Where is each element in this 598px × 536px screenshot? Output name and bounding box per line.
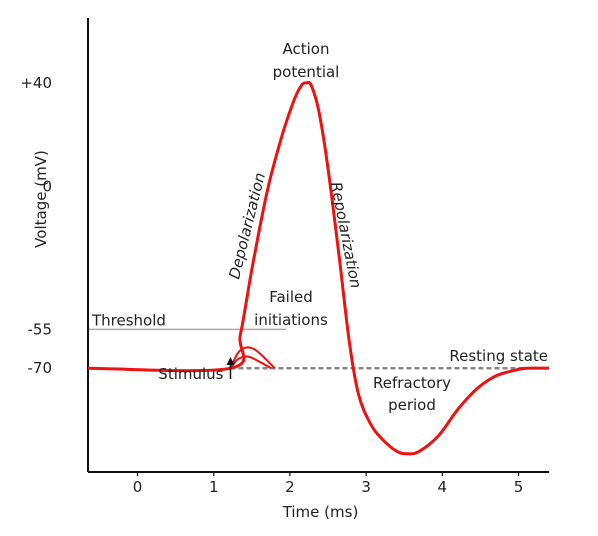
threshold-label: Threshold (91, 311, 166, 329)
y-tick-label: -55 (28, 320, 53, 338)
x-tick-label: 2 (285, 478, 295, 496)
x-axis-title: Time (ms) (282, 503, 359, 521)
x-tick-label: 0 (133, 478, 143, 496)
x-tick-label: 4 (438, 478, 448, 496)
y-tick-label: -70 (28, 359, 53, 377)
depolarization-label: Depolarization (225, 171, 269, 281)
y-tick-label: +40 (20, 74, 52, 92)
refractory-label-line1: Refractory (373, 374, 451, 392)
x-tick-label: 3 (361, 478, 371, 496)
action-potential-label-line2: potential (273, 63, 340, 81)
failed-initiations-label-line2: initiations (254, 311, 328, 329)
failed-initiation-curve (229, 355, 272, 370)
action-potential-label-line1: Action (283, 40, 330, 58)
stimulus-arrow-icon (226, 357, 235, 365)
refractory-label-line2: period (388, 396, 436, 414)
x-tick-label: 1 (209, 478, 219, 496)
y-tick-label: 0 (42, 178, 52, 196)
y-axis-title: Voltage (mV) (32, 150, 50, 248)
failed-initiation-curve (229, 346, 276, 369)
action-potential-trace (87, 80, 550, 456)
failed-initiations-label-line1: Failed (269, 288, 313, 306)
resting-state-label: Resting state (449, 347, 548, 365)
x-tick-label: 5 (514, 478, 524, 496)
repolarization-label: Repolarization (327, 180, 365, 289)
stimulus-label: Stimulus (158, 365, 223, 383)
